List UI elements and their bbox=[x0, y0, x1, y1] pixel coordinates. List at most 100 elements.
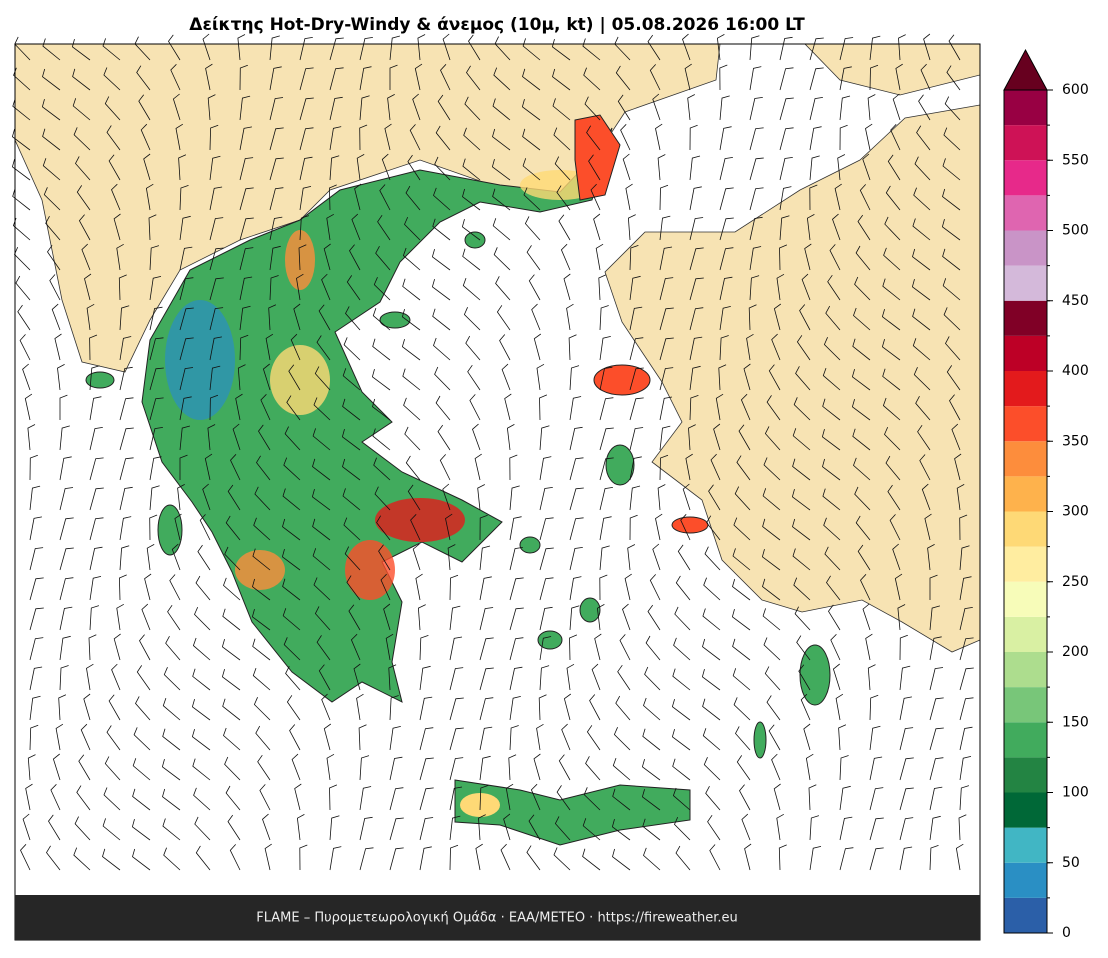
wind-barb bbox=[195, 845, 211, 871]
wind-barb bbox=[776, 813, 784, 841]
wind-barb bbox=[521, 98, 541, 121]
wind-barb bbox=[256, 455, 271, 481]
wind-barb bbox=[251, 608, 271, 631]
wind-barb bbox=[594, 633, 602, 661]
wind-barb bbox=[894, 573, 903, 601]
wind-barb bbox=[434, 156, 451, 181]
wind-barb bbox=[29, 607, 44, 631]
wind-barb bbox=[762, 578, 781, 601]
wind-barb bbox=[625, 183, 633, 211]
wind-barb bbox=[793, 397, 811, 421]
wind-barb bbox=[191, 698, 211, 721]
wind-barb bbox=[465, 335, 481, 361]
wind-barb bbox=[590, 183, 601, 211]
wind-barb bbox=[237, 34, 246, 61]
wind-barb bbox=[209, 124, 219, 151]
wind-barb bbox=[929, 786, 943, 811]
wind-barb bbox=[553, 127, 571, 151]
wind-barb bbox=[479, 726, 493, 751]
wind-barb bbox=[612, 757, 631, 781]
wind-barb bbox=[136, 665, 151, 691]
wind-barb bbox=[598, 274, 607, 301]
wind-barb bbox=[832, 213, 841, 241]
wind-barb bbox=[389, 64, 398, 90]
wind-barb bbox=[73, 127, 91, 151]
wind-barb bbox=[419, 757, 434, 781]
wind-barb bbox=[402, 368, 421, 391]
wind-barb bbox=[312, 428, 331, 451]
wind-barb bbox=[569, 365, 580, 391]
wind-barb bbox=[705, 786, 721, 811]
wind-barb bbox=[449, 727, 464, 751]
wind-barb bbox=[74, 816, 91, 841]
wind-barb bbox=[569, 426, 583, 451]
wind-barb bbox=[401, 308, 421, 331]
wind-barb bbox=[684, 63, 692, 91]
wind-barb bbox=[731, 608, 751, 631]
wind-barb bbox=[862, 153, 871, 181]
wind-barb bbox=[449, 757, 464, 781]
wind-barb bbox=[387, 94, 395, 121]
wind-barb bbox=[509, 485, 520, 511]
wind-barb bbox=[899, 787, 914, 811]
wind-barb bbox=[569, 634, 578, 661]
wind-barb bbox=[54, 333, 62, 361]
wind-barb bbox=[509, 454, 518, 481]
wind-barb bbox=[27, 754, 36, 781]
wind-barb bbox=[316, 635, 331, 661]
wind-barb bbox=[647, 34, 661, 61]
wind-barb bbox=[432, 308, 451, 331]
wind-barb bbox=[89, 457, 104, 481]
wind-barb bbox=[29, 695, 41, 721]
wind-barb bbox=[943, 307, 961, 331]
wind-barb bbox=[702, 728, 721, 751]
colorbar-band bbox=[1004, 265, 1047, 301]
wind-barb bbox=[899, 817, 914, 841]
wind-barb bbox=[852, 338, 871, 361]
wind-barb bbox=[49, 274, 61, 301]
wind-barb bbox=[839, 816, 853, 841]
wind-barb bbox=[462, 277, 481, 301]
wind-barb bbox=[269, 157, 284, 181]
wind-barb bbox=[354, 183, 362, 211]
colorbar-band bbox=[1004, 581, 1047, 617]
wind-barb bbox=[102, 848, 121, 871]
wind-barb bbox=[865, 633, 873, 661]
wind-barb bbox=[258, 424, 271, 451]
wind-barb bbox=[260, 394, 271, 421]
wind-barb bbox=[536, 363, 545, 391]
wind-barb bbox=[624, 573, 632, 601]
wind-barb bbox=[469, 394, 481, 421]
wind-barb bbox=[503, 813, 511, 841]
wind-barb bbox=[329, 155, 340, 181]
wind-barb bbox=[42, 128, 61, 151]
wind-barb bbox=[463, 127, 481, 151]
wind-barb bbox=[585, 756, 601, 781]
wind-barb bbox=[419, 665, 431, 691]
wind-barb bbox=[558, 754, 571, 781]
wind-barb bbox=[47, 245, 61, 271]
wind-barb bbox=[239, 247, 254, 271]
colorbar-band bbox=[1004, 160, 1047, 196]
wind-barb bbox=[655, 123, 663, 151]
wind-barb bbox=[959, 785, 970, 811]
colorbar-tick-label: 300 bbox=[1062, 504, 1089, 520]
wind-barb bbox=[282, 518, 301, 541]
wind-barb bbox=[779, 215, 790, 241]
wind-barb bbox=[629, 306, 643, 331]
wind-barb bbox=[373, 457, 391, 481]
wind-barb bbox=[445, 513, 453, 541]
wind-barb bbox=[675, 845, 691, 871]
wind-barb bbox=[389, 695, 399, 721]
wind-barb bbox=[551, 38, 571, 61]
wind-barb bbox=[599, 305, 609, 331]
wind-barb bbox=[629, 427, 644, 451]
wind-barb bbox=[672, 668, 691, 691]
wind-barb bbox=[299, 844, 308, 871]
wind-barb bbox=[629, 337, 644, 361]
wind-barb bbox=[299, 215, 310, 241]
wind-barb bbox=[468, 34, 481, 61]
wind-barb bbox=[942, 248, 961, 271]
wind-barb bbox=[461, 218, 481, 241]
wind-barb bbox=[892, 93, 901, 121]
